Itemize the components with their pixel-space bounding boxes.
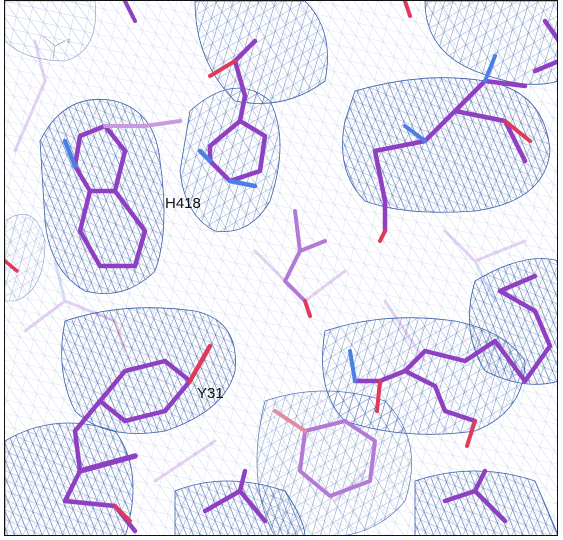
residue-label-y31: Y31 [197,385,224,402]
axis-triad: z [42,35,71,60]
density-map-viewport[interactable]: z H418 Y31 [4,0,558,536]
axis-triad-label: z [67,38,71,45]
density-blobs [5,1,557,535]
residue-label-h418: H418 [165,195,201,212]
electron-density-scene: z [5,1,557,535]
residue-sticks [5,1,557,534]
